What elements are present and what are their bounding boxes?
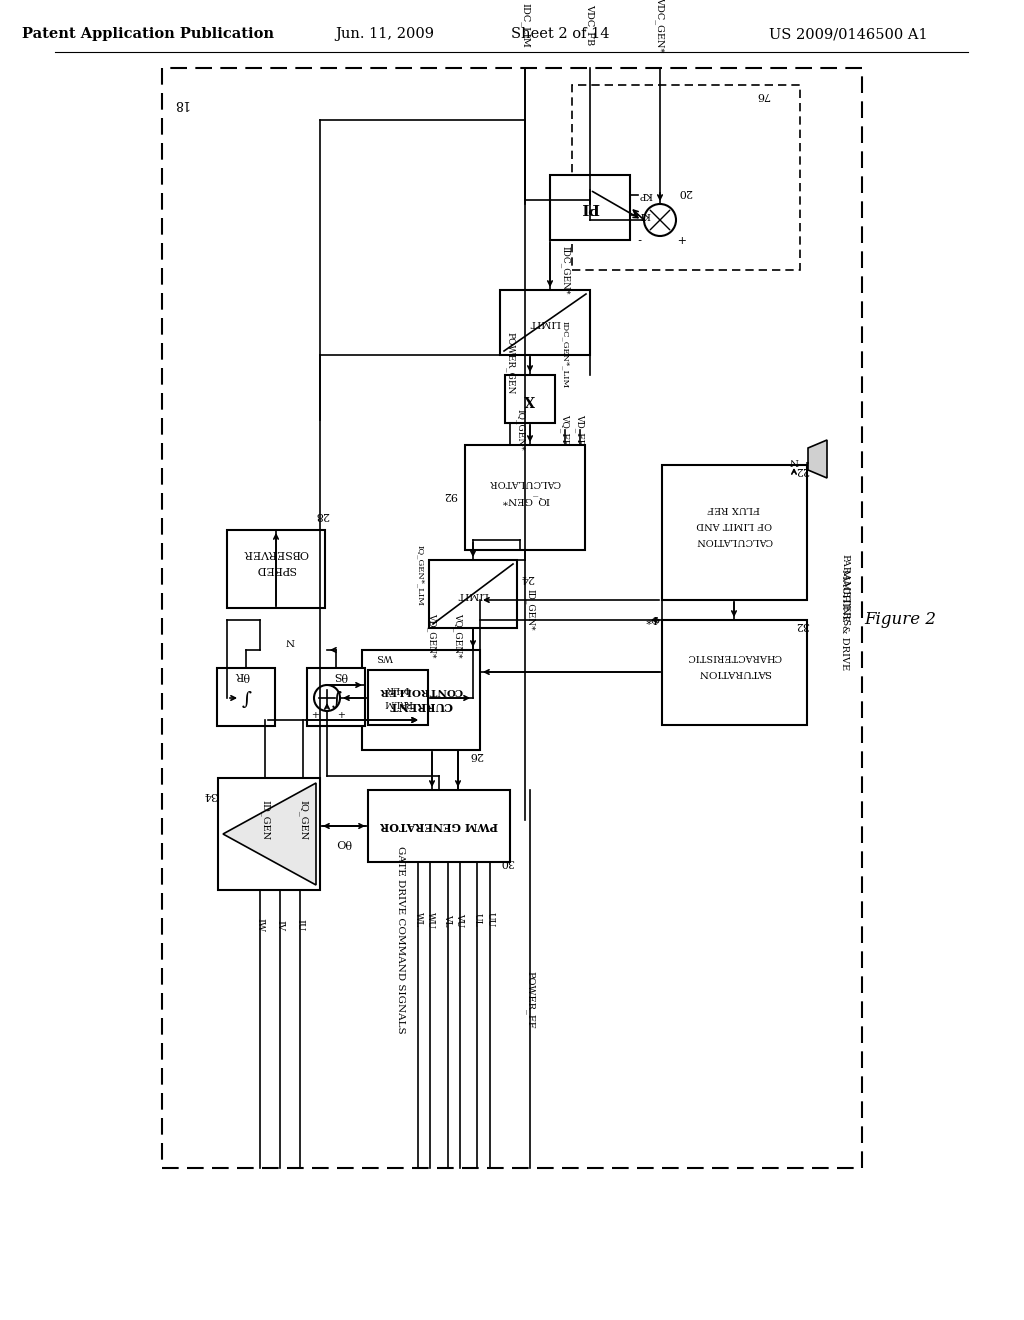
Bar (550, 176, 630, 240)
Text: N: N (790, 455, 799, 465)
Text: VD_GEN*: VD_GEN* (427, 612, 437, 657)
Text: OF LIMIT AND: OF LIMIT AND (696, 520, 772, 528)
Text: 26: 26 (469, 750, 483, 760)
Text: 76: 76 (756, 90, 770, 100)
Bar (465, 445, 585, 550)
Text: LIMIT: LIMIT (529, 318, 561, 326)
Text: CONTROLLER: CONTROLLER (379, 685, 463, 694)
Text: VDC_GEN*: VDC_GEN* (655, 0, 665, 53)
Bar (307, 668, 365, 726)
Text: SATURATION: SATURATION (697, 668, 771, 676)
Text: WL: WL (414, 912, 423, 928)
Text: θS: θS (333, 671, 347, 680)
Circle shape (314, 685, 340, 711)
Text: VQ_FF: VQ_FF (560, 414, 569, 446)
Bar (368, 671, 428, 725)
Text: θR: θR (234, 671, 250, 680)
Bar (227, 531, 325, 609)
Text: IQ_GEN*: IQ_GEN* (515, 409, 525, 451)
Text: CALCULATOR: CALCULATOR (489, 478, 561, 487)
Bar (662, 465, 807, 601)
Bar (368, 789, 510, 862)
Bar (162, 69, 862, 1168)
Text: θO: θO (336, 837, 352, 847)
Text: US 2009/0146500 A1: US 2009/0146500 A1 (769, 26, 928, 41)
Text: VU: VU (456, 913, 465, 927)
Text: Jun. 11, 2009: Jun. 11, 2009 (336, 26, 434, 41)
Text: N: N (286, 635, 295, 644)
Text: POWER_FF: POWER_FF (525, 972, 535, 1028)
Text: Φ*: Φ* (645, 612, 659, 623)
Text: Figure 2: Figure 2 (864, 611, 936, 628)
Text: 32: 32 (795, 620, 809, 630)
Text: Φ*LR: Φ*LR (386, 684, 411, 693)
Text: UU: UU (485, 912, 495, 928)
Text: KP: KP (638, 190, 652, 199)
Text: IQ_GEN*: IQ_GEN* (501, 495, 549, 504)
Text: IQ_GEN: IQ_GEN (298, 800, 308, 840)
Text: PARAMETERS: PARAMETERS (841, 554, 850, 626)
Text: SPEED: SPEED (256, 564, 296, 574)
Text: IW: IW (256, 917, 264, 932)
Text: 18: 18 (172, 96, 188, 110)
Text: PWM GENERATOR: PWM GENERATOR (380, 821, 498, 832)
Text: 20: 20 (678, 187, 692, 197)
Text: WS: WS (377, 652, 393, 660)
Text: 24: 24 (520, 573, 535, 583)
Text: VDC_FB: VDC_FB (585, 4, 595, 46)
Text: VQ_GEN*: VQ_GEN* (454, 612, 463, 657)
Text: ∫: ∫ (331, 688, 341, 706)
Text: -: - (638, 234, 642, 243)
Text: ID_GEN*: ID_GEN* (525, 589, 535, 631)
Text: PI: PI (581, 201, 599, 214)
Text: KI: KI (639, 210, 650, 219)
Text: FLUX REF: FLUX REF (708, 503, 761, 512)
Text: +: + (336, 708, 344, 717)
Text: Sheet 2 of 14: Sheet 2 of 14 (511, 26, 609, 41)
Polygon shape (223, 783, 316, 884)
Bar (218, 777, 319, 890)
Text: 34: 34 (203, 789, 217, 800)
Text: MACHINE & DRIVE: MACHINE & DRIVE (841, 569, 850, 671)
Text: VL: VL (443, 913, 453, 927)
Circle shape (644, 205, 676, 236)
Text: CURRENT: CURRENT (389, 701, 453, 711)
Text: IDC_LIM: IDC_LIM (520, 3, 529, 48)
Bar (429, 560, 517, 628)
Bar (572, 84, 800, 271)
Text: POWER_GEN: POWER_GEN (505, 331, 515, 395)
Text: CHARACTERISTIC: CHARACTERISTIC (687, 652, 781, 660)
Text: ID_GEN: ID_GEN (260, 800, 270, 840)
Text: OBSERVER: OBSERVER (244, 548, 308, 558)
Bar (505, 375, 555, 422)
Text: CALCULATION: CALCULATION (695, 536, 772, 544)
Bar (662, 620, 807, 725)
Bar (362, 649, 480, 750)
Text: Patent Application Publication: Patent Application Publication (22, 26, 274, 41)
Text: IQ_GEN*_LIM: IQ_GEN*_LIM (416, 545, 424, 606)
Bar (500, 290, 590, 355)
Text: 30: 30 (500, 857, 514, 867)
Text: UL: UL (472, 913, 481, 927)
Text: VD_FF: VD_FF (575, 414, 585, 446)
Text: X: X (524, 392, 536, 407)
Text: +: + (675, 234, 685, 243)
Text: ∫: ∫ (241, 688, 251, 706)
Text: +: + (310, 708, 318, 717)
Text: WU: WU (426, 912, 434, 928)
Polygon shape (808, 440, 827, 478)
Text: RRLM: RRLM (384, 698, 413, 708)
Text: IDC_GEN*: IDC_GEN* (560, 246, 569, 294)
Text: LIMIT: LIMIT (458, 590, 488, 598)
Text: 22: 22 (795, 465, 809, 475)
Text: IU: IU (296, 919, 304, 931)
Text: 92: 92 (442, 490, 457, 500)
Text: IV: IV (275, 920, 285, 931)
Bar (217, 668, 275, 726)
Text: 28: 28 (314, 510, 329, 520)
Text: GATE DRIVE COMMAND SIGNALS: GATE DRIVE COMMAND SIGNALS (395, 846, 404, 1034)
Text: IDC_GEN*_LIM: IDC_GEN*_LIM (561, 322, 569, 388)
